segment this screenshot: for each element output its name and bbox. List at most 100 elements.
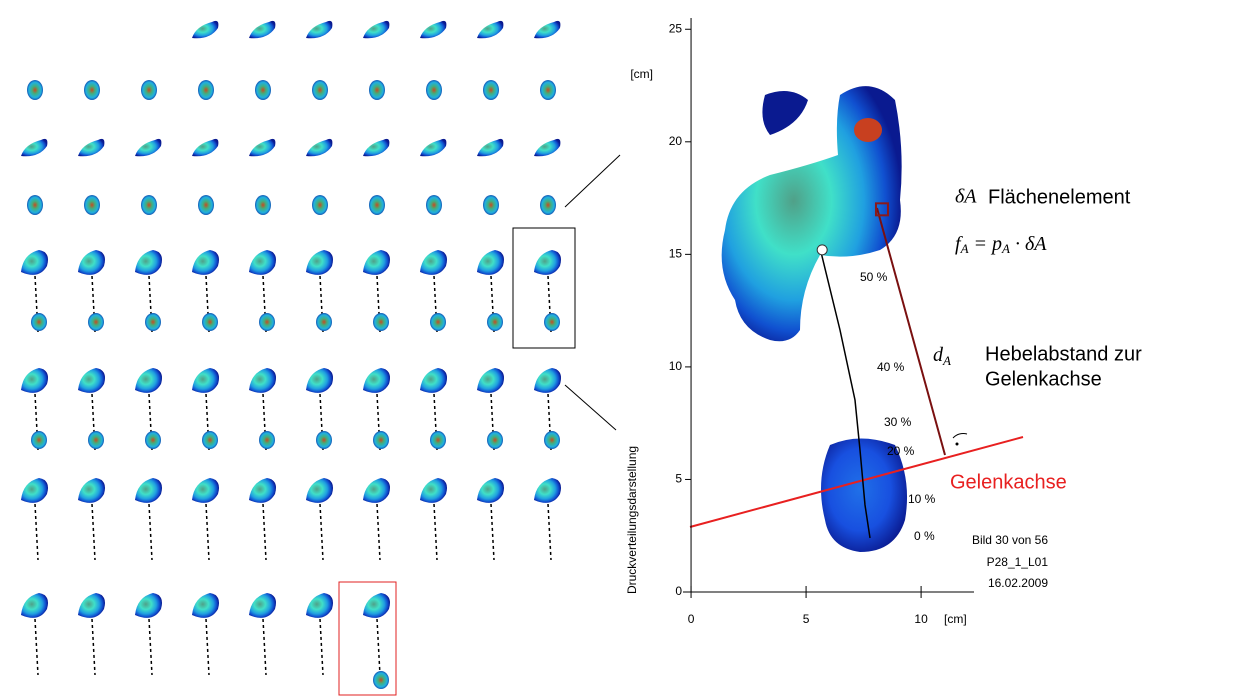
right-angle-dot [956, 443, 959, 446]
thumb-foot [363, 368, 390, 393]
thumb-foot [78, 368, 105, 393]
thumb-track [434, 504, 437, 560]
element-symbol: δA [955, 186, 977, 208]
thumb-heel [373, 313, 389, 331]
thumb-foot [78, 593, 105, 618]
thumb-forefoot [192, 21, 218, 38]
thumb-heel [145, 313, 161, 331]
thumb-heel [369, 195, 385, 215]
thumb-forefoot [21, 139, 47, 156]
percent-label: 50 % [860, 270, 888, 284]
thumb-foot [420, 368, 447, 393]
thumb-heel [487, 431, 503, 449]
x-tick-label: 5 [803, 612, 810, 626]
thumb-heel [373, 431, 389, 449]
thumb-forefoot [420, 21, 446, 38]
thumb-foot [306, 368, 333, 393]
percent-label: 30 % [884, 415, 912, 429]
thumb-foot [534, 250, 561, 275]
info: P28_1_L01 [987, 555, 1049, 569]
thumb-forefoot [534, 139, 560, 156]
thumb-heel [483, 195, 499, 215]
thumb-forefoot [249, 139, 275, 156]
y-tick-label: 0 [675, 584, 682, 598]
thumb-heel [430, 431, 446, 449]
highlight-box [513, 228, 575, 348]
thumb-forefoot [363, 139, 389, 156]
percent-label: 10 % [908, 492, 936, 506]
thumbnail-grid [21, 21, 561, 689]
thumb-heel [312, 80, 328, 100]
thumb-foot [477, 250, 504, 275]
thumb-heel [202, 431, 218, 449]
thumb-heel [487, 313, 503, 331]
thumb-foot [306, 593, 333, 618]
formula-part: A [960, 241, 969, 256]
percent-label: 40 % [877, 360, 905, 374]
thumb-heel [31, 313, 47, 331]
figure: 05101520250510 [cm] [cm] Druckverteilung… [0, 0, 1234, 697]
thumb-heel [373, 671, 389, 689]
thumb-heel [544, 431, 560, 449]
lever-label: Hebelabstand zur [985, 343, 1142, 365]
thumb-track [320, 619, 323, 675]
thumb-forefoot [306, 139, 332, 156]
lever-symbol: dA [933, 344, 951, 368]
thumb-track [548, 504, 551, 560]
y-unit: [cm] [630, 67, 653, 81]
thumb-foot [78, 250, 105, 275]
thumb-foot [249, 368, 276, 393]
thumb-heel [88, 313, 104, 331]
lever-label: Gelenkachse [985, 368, 1102, 390]
formula-part: = p [969, 233, 1003, 255]
thumb-foot [135, 478, 162, 503]
thumb-forefoot [249, 21, 275, 38]
thumb-track [92, 504, 95, 560]
thumb-foot [192, 368, 219, 393]
formula-part: A [1001, 241, 1010, 256]
thumb-track [206, 619, 209, 675]
forefoot-pressure [722, 86, 902, 341]
thumb-heel [31, 431, 47, 449]
thumb-track [320, 504, 323, 560]
x-tick-label: 0 [688, 612, 695, 626]
right-angle [953, 433, 967, 438]
thumb-heel [255, 195, 271, 215]
formula-part: · δA [1010, 233, 1047, 255]
thumb-heel [426, 195, 442, 215]
y-tick-label: 10 [669, 359, 683, 373]
thumb-forefoot [363, 21, 389, 38]
thumb-heel [540, 80, 556, 100]
thumb-foot [249, 250, 276, 275]
thumb-foot [306, 250, 333, 275]
thumb-heel [316, 313, 332, 331]
thumb-foot [477, 478, 504, 503]
thumb-heel [27, 195, 43, 215]
x-label: [cm] [944, 612, 967, 626]
thumb-foot [363, 593, 390, 618]
thumb-track [149, 504, 152, 560]
thumb-heel [198, 80, 214, 100]
thumb-foot [135, 250, 162, 275]
thumb-forefoot [135, 139, 161, 156]
thumb-track [377, 619, 380, 675]
thumb-foot [534, 478, 561, 503]
percent-label: 20 % [887, 444, 915, 458]
thumb-foot [249, 593, 276, 618]
thumb-heel [141, 195, 157, 215]
thumb-track [149, 619, 152, 675]
y-tick-label: 20 [669, 134, 683, 148]
thumb-heel [259, 313, 275, 331]
thumb-foot [306, 478, 333, 503]
thumb-foot [135, 593, 162, 618]
axis-name: Gelenkachse [950, 471, 1067, 493]
thumb-foot [534, 368, 561, 393]
thumb-foot [21, 368, 48, 393]
thumb-forefoot [306, 21, 332, 38]
thumb-foot [21, 478, 48, 503]
thumb-heel [255, 80, 271, 100]
thumb-heel [312, 195, 328, 215]
thumb-forefoot [534, 21, 560, 38]
y-label: Druckverteilungsdarstellung [625, 446, 639, 594]
thumb-foot [78, 478, 105, 503]
